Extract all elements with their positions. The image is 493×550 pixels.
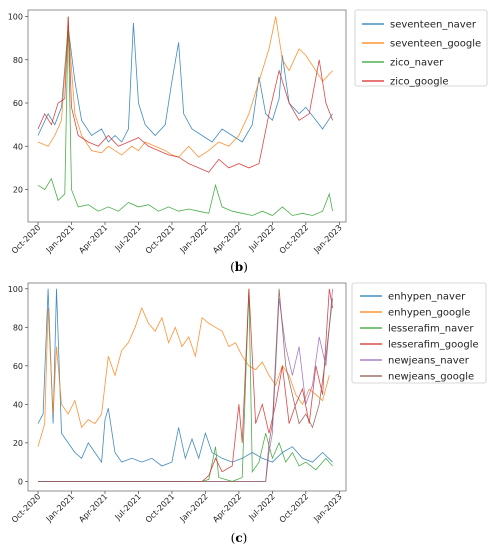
legend-label-zico-google: zico_google (390, 77, 449, 88)
legend-b: seventeen_naver seventeen_google zico_nave… (354, 9, 488, 88)
x-tick-label: Jan-2022 (178, 223, 210, 255)
x-tick-label: Jan-2023 (311, 492, 343, 524)
legend-label-lesserafim-naver: lesserafim_naver (388, 324, 474, 335)
y-tick-label: 20 (13, 186, 23, 195)
y-tick-label: 40 (13, 400, 23, 409)
y-tick-label: 80 (13, 323, 23, 332)
y-tick-label: 40 (13, 142, 23, 151)
caption-c: (c) (231, 531, 248, 545)
series-line-zico-google (37, 16, 333, 173)
legend-label-lesserafim-google: lesserafim_google (388, 340, 479, 351)
y-tick-label: 80 (13, 56, 23, 65)
legend-label-seventeen-naver: seventeen_naver (390, 20, 477, 31)
x-tick-label: Jul-2022 (246, 492, 276, 522)
x-tick-label: Jul-2022 (246, 223, 276, 253)
x-tick-label: Oct-2020 (10, 492, 43, 525)
x-tick-label: Oct-2021 (144, 223, 177, 256)
y-tick-label: 100 (8, 12, 23, 21)
y-ticks-b: 20 40 60 80 100 (8, 12, 28, 195)
x-tick-label: Oct-2020 (10, 223, 43, 256)
legend-label-newjeans-google: newjeans_google (388, 372, 474, 383)
x-tick-label: Oct-2022 (278, 492, 311, 525)
y-ticks-c: 0 20 40 60 80 100 (8, 285, 28, 486)
x-tick-label: Oct-2022 (278, 223, 311, 256)
legend-label-seventeen-google: seventeen_google (390, 39, 481, 50)
legend-frame-b (354, 9, 488, 87)
series-line-seventeen-naver (37, 22, 333, 143)
series-line-enhypen-naver (37, 288, 333, 467)
legend-label-newjeans-naver: newjeans_naver (388, 356, 470, 367)
series-lines-b (37, 16, 333, 216)
plot-frame-b (27, 9, 347, 223)
x-tick-label: Jan-2023 (311, 223, 343, 255)
series-line-enhypen-google (37, 306, 330, 447)
caption-b: (b) (230, 260, 248, 274)
y-tick-label: 20 (13, 439, 23, 448)
x-tick-label: Apr-2021 (77, 223, 109, 255)
x-tick-label: Oct-2021 (144, 492, 177, 525)
x-tick-label: Jan-2022 (178, 492, 210, 524)
series-line-zico-naver (37, 16, 333, 216)
x-tick-label: Apr-2022 (211, 492, 243, 524)
series-line-lesserafim-google (38, 288, 333, 482)
series-line-newjeans-google (38, 288, 333, 482)
legend-c: enhypen_naver enhypen_google lesserafim_na… (351, 282, 487, 384)
y-tick-label: 100 (8, 285, 23, 294)
x-tick-label: Jul-2021 (113, 492, 143, 522)
legend-frame-c (351, 282, 487, 384)
y-tick-label: 60 (13, 362, 23, 371)
x-tick-label: Jan-2021 (44, 223, 76, 255)
x-tick-label: Apr-2021 (77, 492, 109, 524)
x-ticks-c: Oct-2020 Jan-2021 Apr-2021 Jul-2021 Oct-2021… (10, 491, 344, 525)
x-tick-label: Apr-2022 (211, 223, 243, 255)
series-lines-c (37, 288, 333, 482)
legend-label-enhypen-naver: enhypen_naver (388, 292, 466, 303)
y-tick-label: 60 (13, 99, 23, 108)
x-ticks-b: Oct-2020 Jan-2021 Apr-2021 Jul-2021 Oct-2021… (10, 222, 344, 256)
legend-label-enhypen-google: enhypen_google (388, 308, 470, 319)
x-tick-label: Jul-2021 (113, 223, 143, 253)
series-line-seventeen-google (37, 16, 333, 158)
legend-label-zico-naver: zico_naver (390, 58, 444, 69)
plot-frame-c (27, 282, 347, 492)
series-line-newjeans-naver (38, 288, 333, 482)
series-line-lesserafim-naver (38, 288, 333, 482)
x-tick-label: Jan-2021 (44, 492, 76, 524)
y-tick-label: 0 (18, 477, 23, 486)
